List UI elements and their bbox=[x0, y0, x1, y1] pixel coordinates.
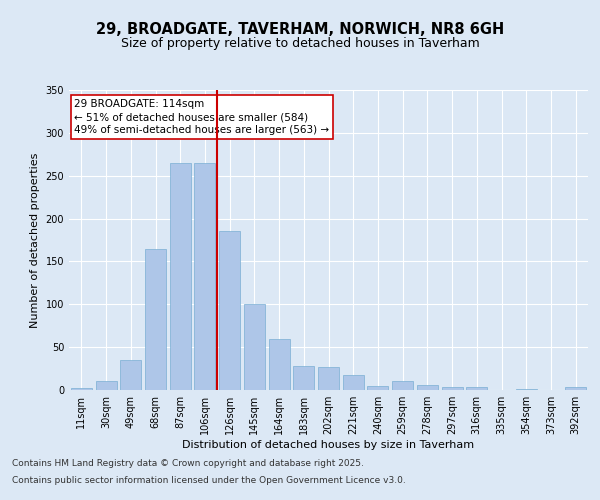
Bar bbox=[219, 232, 240, 390]
Bar bbox=[367, 386, 388, 390]
Text: Contains public sector information licensed under the Open Government Licence v3: Contains public sector information licen… bbox=[12, 476, 406, 485]
Bar bbox=[466, 386, 487, 390]
Bar bbox=[95, 382, 116, 390]
Bar bbox=[442, 386, 463, 390]
Bar bbox=[565, 388, 586, 390]
Text: 29, BROADGATE, TAVERHAM, NORWICH, NR8 6GH: 29, BROADGATE, TAVERHAM, NORWICH, NR8 6G… bbox=[96, 22, 504, 38]
Bar bbox=[145, 248, 166, 390]
Bar bbox=[417, 385, 438, 390]
Bar bbox=[343, 374, 364, 390]
Text: Contains HM Land Registry data © Crown copyright and database right 2025.: Contains HM Land Registry data © Crown c… bbox=[12, 458, 364, 468]
Bar bbox=[120, 360, 141, 390]
Text: 29 BROADGATE: 114sqm
← 51% of detached houses are smaller (584)
49% of semi-deta: 29 BROADGATE: 114sqm ← 51% of detached h… bbox=[74, 99, 329, 136]
Bar bbox=[318, 367, 339, 390]
Bar bbox=[71, 388, 92, 390]
Bar bbox=[194, 163, 215, 390]
Y-axis label: Number of detached properties: Number of detached properties bbox=[30, 152, 40, 328]
Bar bbox=[516, 389, 537, 390]
Bar bbox=[269, 338, 290, 390]
Bar bbox=[170, 163, 191, 390]
Bar bbox=[244, 304, 265, 390]
Bar bbox=[392, 382, 413, 390]
Text: Size of property relative to detached houses in Taverham: Size of property relative to detached ho… bbox=[121, 38, 479, 51]
Bar bbox=[293, 366, 314, 390]
X-axis label: Distribution of detached houses by size in Taverham: Distribution of detached houses by size … bbox=[182, 440, 475, 450]
